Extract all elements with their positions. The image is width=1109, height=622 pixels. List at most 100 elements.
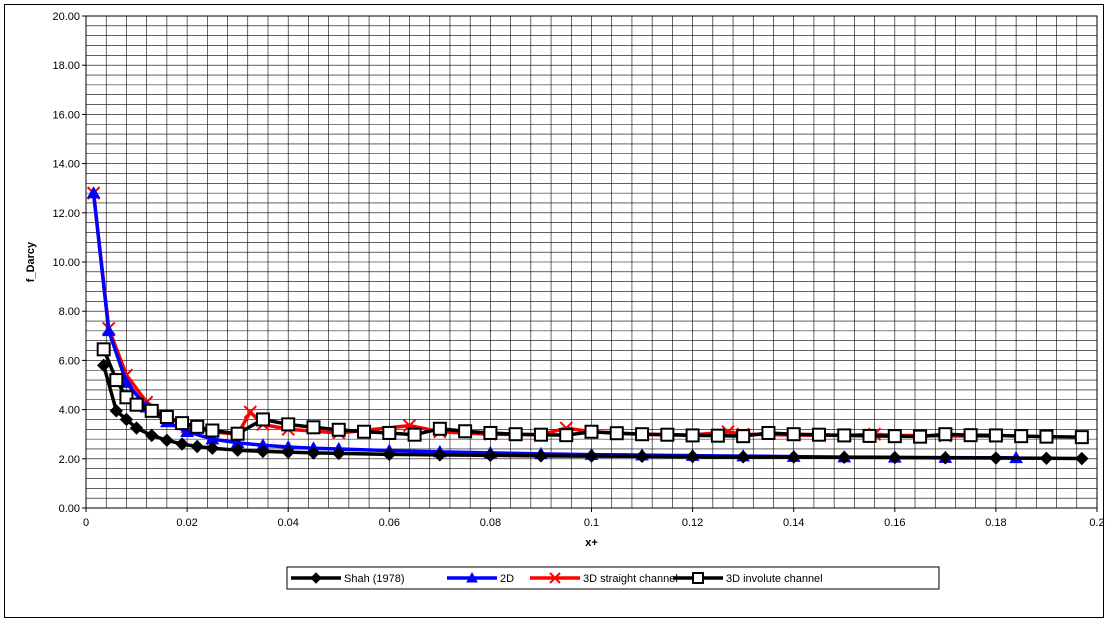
data-point — [660, 427, 675, 442]
data-point — [483, 425, 498, 440]
y-axis-title: f_Darcy — [25, 241, 37, 282]
data-point — [129, 397, 144, 412]
legend: Shah (1978) 2D 3D straight channel 3D invol… — [286, 566, 940, 590]
data-point — [243, 405, 257, 419]
legend-label: 3D straight channel — [583, 573, 678, 585]
data-point — [584, 424, 599, 439]
data-point — [96, 342, 111, 357]
y-tick-label: 10.00 — [52, 257, 80, 269]
x-tick-label: 0.16 — [884, 517, 905, 529]
data-point — [230, 426, 245, 441]
x-tick-label: 0.04 — [277, 517, 298, 529]
x-axis-title: x+ — [585, 537, 598, 549]
legend-swatch-marker — [310, 572, 322, 584]
data-point — [119, 375, 134, 388]
data-point — [1014, 429, 1029, 444]
legend-item: 3D straight channel — [530, 572, 678, 585]
data-point — [432, 421, 447, 436]
data-point — [175, 437, 189, 451]
data-point — [129, 421, 144, 435]
data-point — [534, 449, 548, 463]
data-point — [180, 424, 194, 438]
y-tick-label: 6.00 — [59, 355, 80, 367]
data-point — [281, 445, 295, 459]
data-point — [609, 426, 624, 441]
x-tick-label: 0.12 — [682, 517, 703, 529]
data-point — [230, 443, 245, 457]
x-tick-label: 0.2 — [1089, 517, 1104, 529]
legend-label: 2D — [500, 573, 514, 585]
legend-item: 3D involute channel — [673, 572, 823, 585]
y-tick-label: 18.00 — [52, 60, 80, 72]
x-tick-label: 0 — [83, 517, 89, 529]
data-point — [736, 429, 751, 444]
data-point — [988, 428, 1003, 443]
y-tick-label: 12.00 — [52, 208, 80, 220]
data-point — [837, 428, 852, 443]
y-tick-label: 0.00 — [59, 503, 80, 515]
data-point — [101, 323, 116, 337]
y-tick-label: 16.00 — [52, 109, 80, 121]
legend-swatch-marker — [466, 571, 478, 583]
data-point — [1075, 451, 1089, 466]
legend-box — [286, 566, 940, 590]
data-point — [508, 427, 523, 442]
data-point — [306, 446, 321, 460]
data-point — [256, 444, 270, 459]
data-point — [458, 424, 473, 439]
data-point — [159, 409, 174, 424]
data-point — [685, 428, 700, 443]
data-point — [382, 447, 397, 462]
data-point — [786, 450, 801, 464]
data-point — [86, 186, 101, 199]
y-tick-label: 8.00 — [59, 306, 80, 318]
y-tick-label: 14.00 — [52, 159, 80, 171]
data-point — [119, 390, 134, 405]
data-point — [887, 429, 902, 444]
data-point — [710, 428, 725, 443]
x-tick-label: 0.02 — [176, 517, 197, 529]
data-point — [736, 450, 750, 464]
data-point — [1039, 451, 1054, 466]
data-point — [761, 425, 776, 440]
data-point — [109, 404, 124, 418]
data-point — [584, 449, 599, 463]
y-tick-label: 20.00 — [52, 11, 80, 23]
axes: 0 0.02 0.04 0.06 0.08 0.1 0.12 0.14 0.16 0.18 0.2 0… — [52, 11, 1104, 529]
data-point — [635, 427, 650, 442]
data-point — [888, 450, 902, 465]
data-point — [963, 428, 978, 443]
series-layer — [86, 186, 1089, 466]
data-point — [862, 428, 877, 443]
data-point — [483, 448, 498, 463]
y-tick-label: 4.00 — [59, 405, 80, 417]
data-point — [331, 422, 346, 437]
data-point — [533, 427, 548, 442]
data-point — [433, 448, 447, 462]
y-tick-label: 2.00 — [59, 454, 80, 466]
data-point — [357, 424, 372, 439]
legend-label: Shah (1978) — [344, 573, 405, 585]
legend-label: 3D involute channel — [726, 573, 823, 585]
data-point — [281, 417, 296, 432]
x-tick-label: 0.06 — [379, 517, 400, 529]
data-point — [685, 449, 700, 464]
legend-item: 2D — [447, 571, 514, 585]
data-point — [989, 451, 1003, 465]
data-point — [635, 449, 649, 464]
data-point — [145, 428, 159, 443]
x-tick-label: 0.08 — [480, 517, 501, 529]
data-point — [255, 412, 270, 427]
data-point — [1039, 429, 1054, 444]
x-tick-label: 0.14 — [783, 517, 804, 529]
x-tick-label: 0.1 — [584, 517, 599, 529]
data-point — [190, 439, 204, 454]
data-point — [811, 427, 826, 442]
data-point — [306, 420, 321, 435]
data-point — [786, 427, 801, 442]
legend-swatch-marker — [692, 572, 704, 584]
data-point — [938, 451, 953, 465]
data-point — [109, 373, 124, 388]
data-point — [332, 446, 346, 461]
